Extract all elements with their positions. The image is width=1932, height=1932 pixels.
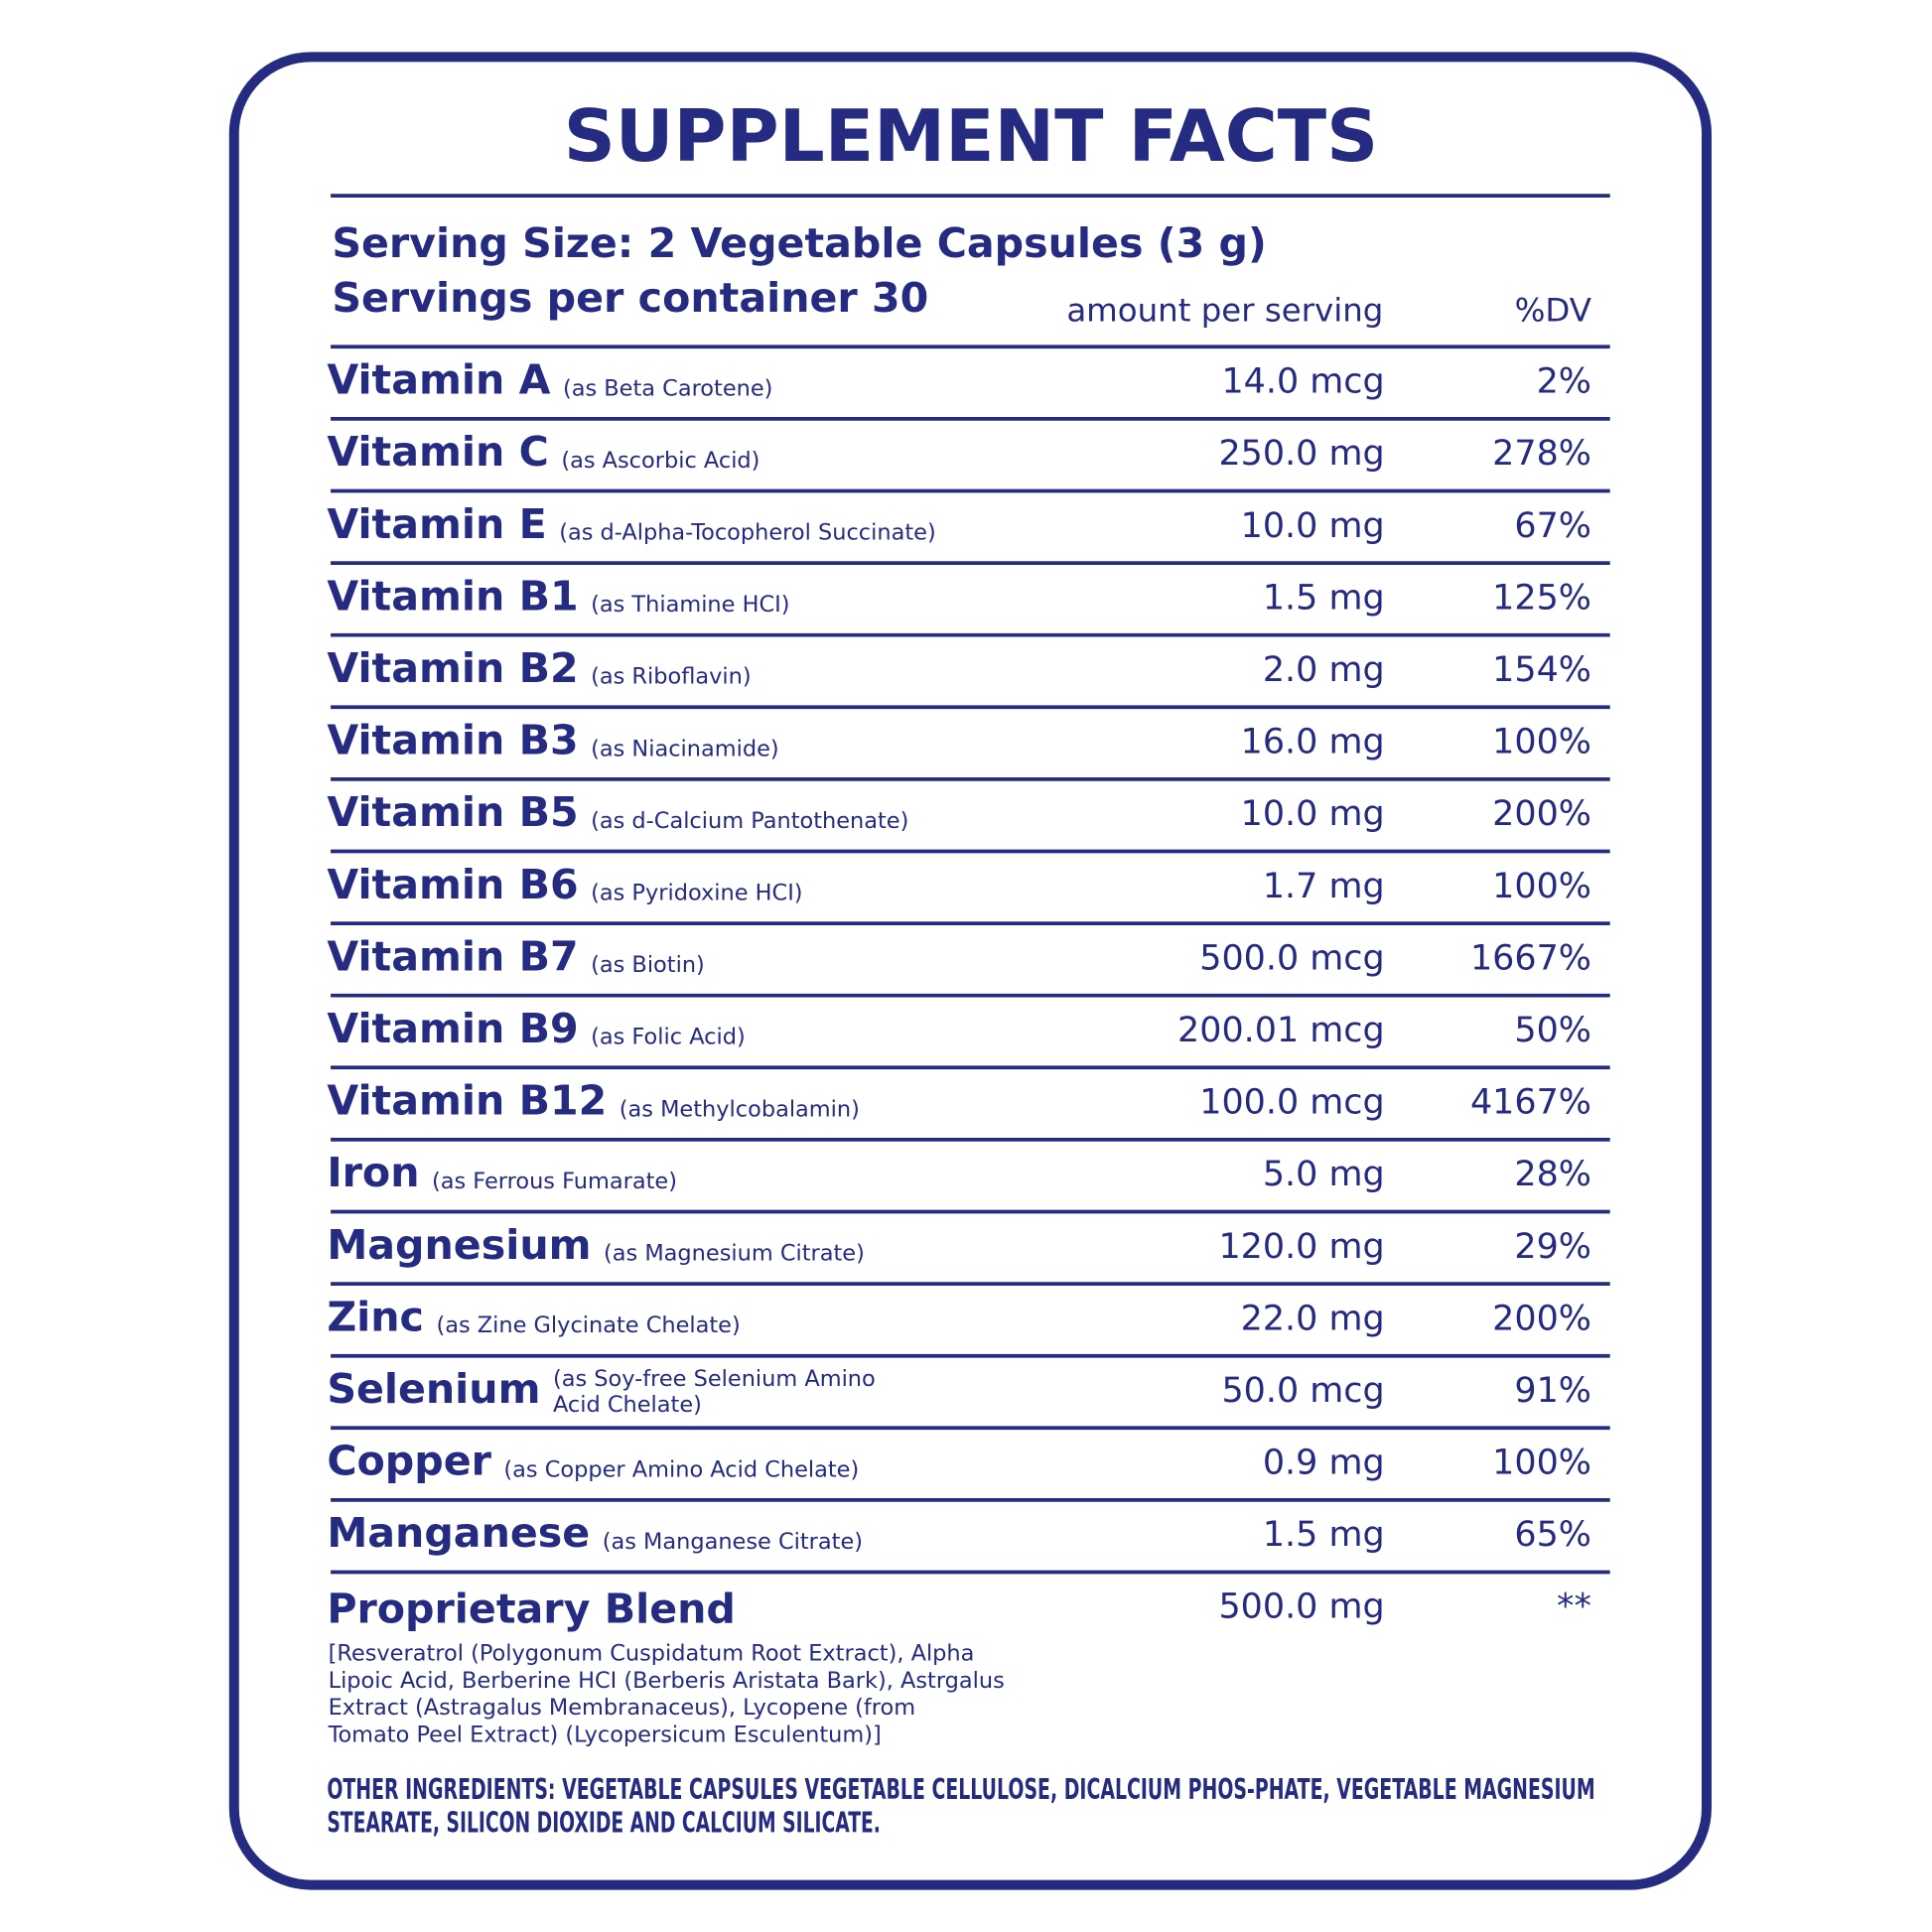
daily-value: 1667% bbox=[1470, 938, 1591, 978]
amount: 1.5 mg bbox=[1263, 1515, 1385, 1555]
daily-value: 278% bbox=[1492, 434, 1591, 474]
nutrient-name: Selenium bbox=[327, 1365, 540, 1413]
daily-value: 100% bbox=[1492, 1444, 1591, 1483]
nutrient-source: (as Ascorbic Acid) bbox=[561, 448, 759, 474]
daily-value: 4167% bbox=[1470, 1083, 1591, 1123]
nutrient-name: Vitamin B3 bbox=[327, 717, 578, 764]
amount: 200.01 mcg bbox=[1177, 1011, 1385, 1050]
servings-per-container: Servings per container 30 bbox=[332, 274, 928, 322]
amount: 50.0 mcg bbox=[1221, 1371, 1384, 1411]
title: SUPPLEMENT FACTS bbox=[564, 95, 1379, 179]
nutrient-source: (as Magnesium Citrate) bbox=[604, 1241, 865, 1267]
daily-value: 200% bbox=[1492, 794, 1591, 834]
nutrient-name: Zinc bbox=[327, 1293, 424, 1340]
blend-description: [Resveratrol (Polygonum Cuspidatum Root … bbox=[329, 1640, 975, 1666]
daily-value: 67% bbox=[1514, 506, 1591, 546]
daily-value: 125% bbox=[1492, 578, 1591, 618]
daily-value: 154% bbox=[1492, 650, 1591, 690]
daily-value: ** bbox=[1557, 1587, 1591, 1627]
nutrient-source: (as Niacinamide) bbox=[591, 736, 779, 761]
nutrient-name: Vitamin A bbox=[327, 356, 550, 404]
amount: 0.9 mg bbox=[1263, 1444, 1385, 1483]
nutrient-name: Vitamin B2 bbox=[327, 644, 578, 692]
nutrient-source: (as Beta Carotene) bbox=[563, 375, 772, 401]
amount: 22.0 mg bbox=[1241, 1299, 1385, 1338]
nutrient-source: (as Soy-free Selenium Amino bbox=[553, 1366, 876, 1392]
nutrient-source: (as Thiamine HCI) bbox=[591, 592, 789, 618]
nutrient-source: (as Riboflavin) bbox=[591, 664, 752, 690]
amount: 100.0 mcg bbox=[1199, 1083, 1384, 1123]
blend-description: Extract (Astragalus Membranaceus), Lycop… bbox=[329, 1695, 916, 1721]
serving-size: Serving Size: 2 Vegetable Capsules (3 g) bbox=[332, 219, 1267, 267]
nutrient-name: Vitamin E bbox=[327, 500, 546, 548]
amount: 10.0 mg bbox=[1241, 794, 1385, 834]
nutrient-source: (as d-Alpha-Tocopherol Succinate) bbox=[559, 520, 935, 546]
other-ingredients: OTHER INGREDIENTS: VEGETABLE CAPSULES VE… bbox=[327, 1772, 1594, 1806]
nutrient-name: Magnesium bbox=[327, 1221, 591, 1269]
amount: 16.0 mg bbox=[1241, 723, 1385, 762]
amount: 1.5 mg bbox=[1263, 578, 1385, 618]
nutrient-name: Manganese bbox=[327, 1509, 590, 1557]
nutrient-name: Vitamin B1 bbox=[327, 572, 578, 620]
daily-value: 100% bbox=[1492, 723, 1591, 762]
amount: 14.0 mcg bbox=[1221, 362, 1384, 402]
nutrient-source: (as Copper Amino Acid Chelate) bbox=[503, 1456, 859, 1482]
amount: 500.0 mcg bbox=[1199, 938, 1384, 978]
amount: 250.0 mg bbox=[1218, 434, 1384, 474]
dv-heading: %DV bbox=[1515, 291, 1591, 329]
nutrient-source: (as Pyridoxine HCI) bbox=[591, 881, 802, 906]
nutrient-source: (as Ferrous Fumarate) bbox=[432, 1169, 677, 1194]
amount: 2.0 mg bbox=[1263, 650, 1385, 690]
daily-value: 2% bbox=[1537, 362, 1591, 402]
nutrient-source: (as Zine Glycinate Chelate) bbox=[436, 1312, 740, 1338]
amount: 120.0 mg bbox=[1218, 1227, 1384, 1267]
nutrient-name: Copper bbox=[327, 1438, 491, 1485]
nutrient-name: Vitamin B5 bbox=[327, 788, 578, 836]
blend-description: Tomato Peel Extract) (Lycopersicum Escul… bbox=[328, 1723, 882, 1748]
blend-name: Proprietary Blend bbox=[327, 1585, 736, 1632]
amount: 10.0 mg bbox=[1241, 506, 1385, 546]
nutrient-name: Vitamin B9 bbox=[327, 1005, 578, 1052]
nutrient-source: (as Biotin) bbox=[591, 952, 705, 978]
nutrient-name: Vitamin B12 bbox=[327, 1077, 607, 1125]
amount: 500.0 mg bbox=[1218, 1587, 1384, 1627]
daily-value: 29% bbox=[1514, 1227, 1591, 1267]
daily-value: 65% bbox=[1514, 1515, 1591, 1555]
daily-value: 100% bbox=[1492, 867, 1591, 906]
other-ingredients: STEARATE, SILICON DIOXIDE AND CALCIUM SI… bbox=[327, 1805, 881, 1839]
daily-value: 28% bbox=[1514, 1155, 1591, 1194]
amount: 5.0 mg bbox=[1263, 1155, 1385, 1194]
nutrient-name: Vitamin C bbox=[327, 428, 549, 476]
nutrient-source: (as Folic Acid) bbox=[591, 1025, 746, 1050]
nutrient-name: Vitamin B7 bbox=[327, 932, 578, 980]
daily-value: 200% bbox=[1492, 1299, 1591, 1338]
blend-description: Lipoic Acid, Berberine HCI (Berberis Ari… bbox=[329, 1668, 1005, 1694]
nutrient-name: Iron bbox=[327, 1149, 419, 1196]
nutrient-source: (as Methylcobalamin) bbox=[620, 1096, 860, 1122]
nutrient-source: (as d-Calcium Pantothenate) bbox=[591, 808, 908, 834]
amount-heading: amount per serving bbox=[1066, 291, 1383, 329]
nutrient-source: (as Manganese Citrate) bbox=[603, 1529, 863, 1555]
daily-value: 50% bbox=[1514, 1011, 1591, 1050]
amount: 1.7 mg bbox=[1263, 867, 1385, 906]
nutrient-source: Acid Chelate) bbox=[553, 1392, 702, 1418]
daily-value: 91% bbox=[1514, 1371, 1591, 1411]
nutrient-name: Vitamin B6 bbox=[327, 861, 578, 908]
